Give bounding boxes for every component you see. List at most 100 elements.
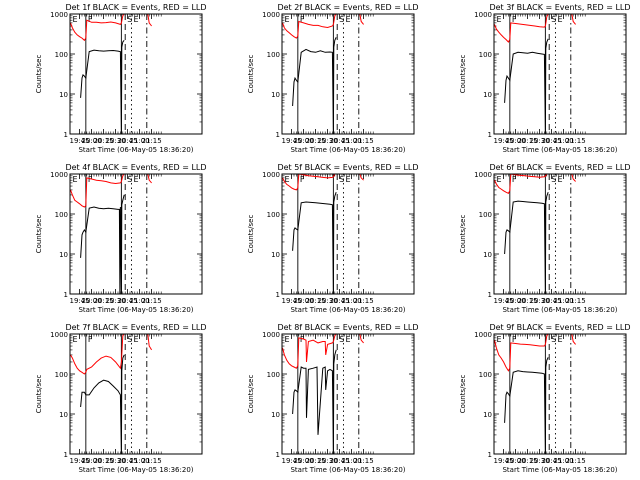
event-marker-label: S [339, 335, 344, 344]
x-tick-label: 20:15 [518, 137, 538, 145]
x-tick-label: 21:00 [554, 457, 574, 465]
chart-panel-3: Det 3f BLACK = Events, RED = LLD Counts/s… [459, 3, 631, 154]
event-marker-label: F [300, 335, 305, 344]
y-tick-label: 100 [479, 211, 492, 219]
x-tick-label: 21:15 [354, 297, 374, 305]
x-axis-label: Start Time (06-May-05 18:36:20) [78, 146, 193, 154]
x-tick-label: 20:15 [94, 457, 114, 465]
y-tick-label: 10 [483, 251, 492, 259]
x-tick-label: 21:00 [554, 297, 574, 305]
y-tick-label: 1000 [474, 331, 492, 339]
series-events [80, 354, 125, 454]
y-tick-label: 1000 [262, 331, 280, 339]
x-tick-label: 20:00 [82, 457, 102, 465]
chart-title: Det 4f BLACK = Events, RED = LLD [65, 163, 206, 172]
series-events [80, 194, 125, 294]
event-marker-label: S [127, 175, 132, 184]
y-tick-label: 1000 [262, 171, 280, 179]
x-tick-label: 21:00 [130, 137, 150, 145]
series-lld [282, 174, 364, 191]
x-tick-label: 20:30 [530, 297, 550, 305]
x-tick-label: 20:45 [330, 297, 350, 305]
x-axis-label: Start Time (06-May-05 18:36:20) [502, 146, 617, 154]
x-tick-label: 20:15 [94, 137, 114, 145]
y-tick-label: 100 [55, 211, 68, 219]
y-axis-label: Counts/sec [35, 215, 43, 254]
event-marker-label: E [133, 175, 138, 184]
x-tick-label: 20:30 [106, 137, 126, 145]
event-marker-label: E [72, 15, 77, 24]
x-tick-label: 20:30 [318, 137, 338, 145]
chart-panel-1: Det 1f BLACK = Events, RED = LLD Counts/s… [35, 3, 207, 154]
event-marker-label: E [72, 335, 77, 344]
x-tick-label: 20:30 [318, 297, 338, 305]
x-tick-label: 20:00 [294, 137, 314, 145]
event-marker-label: E [284, 15, 289, 24]
event-marker-label: E [496, 175, 501, 184]
event-marker-label: S [339, 15, 344, 24]
x-tick-label: 21:00 [130, 297, 150, 305]
y-axis-label: Counts/sec [35, 55, 43, 94]
y-tick-label: 10 [271, 251, 280, 259]
x-tick-label: 20:00 [82, 137, 102, 145]
event-marker-label: E [557, 15, 562, 24]
y-tick-label: 100 [55, 51, 68, 59]
x-tick-label: 21:15 [142, 297, 162, 305]
x-tick-label: 19:45 [70, 457, 90, 465]
plot-frame [493, 173, 627, 295]
event-marker-label: E [345, 15, 350, 24]
x-tick-label: 19:45 [282, 137, 302, 145]
x-tick-label: 19:45 [282, 457, 302, 465]
series-events [292, 192, 337, 294]
x-tick-label: 21:15 [566, 137, 586, 145]
x-tick-label: 21:00 [130, 457, 150, 465]
chart-title: Det 6f BLACK = Events, RED = LLD [489, 163, 630, 172]
event-marker-label: E [345, 175, 350, 184]
chart-panel-8: Det 8f BLACK = Events, RED = LLD Counts/s… [247, 323, 419, 474]
x-tick-label: 20:45 [542, 137, 562, 145]
x-tick-label: 20:15 [94, 297, 114, 305]
event-marker-label: E [284, 175, 289, 184]
event-marker-label: E [557, 335, 562, 344]
chart-title: Det 8f BLACK = Events, RED = LLD [277, 323, 418, 332]
y-axis-label: Counts/sec [459, 55, 467, 94]
chart-panel-5: Det 5f BLACK = Events, RED = LLD Counts/s… [247, 163, 419, 314]
plot-frame [69, 173, 203, 295]
y-tick-label: 1000 [474, 11, 492, 19]
event-marker-label: F [300, 15, 305, 24]
x-tick-label: 20:00 [506, 137, 526, 145]
x-tick-label: 20:45 [118, 457, 138, 465]
chart-panel-2: Det 2f BLACK = Events, RED = LLD Counts/s… [247, 3, 419, 154]
y-tick-label: 100 [267, 371, 280, 379]
x-tick-label: 21:15 [354, 137, 374, 145]
y-tick-label: 1 [276, 291, 280, 299]
x-tick-label: 21:00 [342, 457, 362, 465]
x-axis-label: Start Time (06-May-05 18:36:20) [502, 466, 617, 474]
event-marker-label: E [133, 15, 138, 24]
series-lld [70, 174, 152, 208]
event-marker-label: F [512, 15, 517, 24]
x-tick-label: 20:00 [82, 297, 102, 305]
plot-frame [493, 333, 627, 455]
series-events [504, 192, 549, 294]
y-tick-label: 10 [59, 91, 68, 99]
chart-title: Det 9f BLACK = Events, RED = LLD [489, 323, 630, 332]
x-tick-label: 20:00 [506, 297, 526, 305]
x-tick-label: 20:45 [542, 457, 562, 465]
x-tick-label: 20:15 [306, 457, 326, 465]
y-axis-label: Counts/sec [247, 55, 255, 94]
x-tick-label: 21:00 [342, 297, 362, 305]
x-tick-label: 19:45 [494, 297, 514, 305]
chart-panel-9: Det 9f BLACK = Events, RED = LLD Counts/s… [459, 323, 631, 474]
event-marker-label: E [496, 335, 501, 344]
y-tick-label: 1 [64, 131, 68, 139]
y-axis-label: Counts/sec [247, 375, 255, 414]
y-axis-label: Counts/sec [247, 215, 255, 254]
event-marker-label: S [127, 335, 132, 344]
chart-title: Det 2f BLACK = Events, RED = LLD [277, 3, 418, 12]
event-marker-label: E [284, 335, 289, 344]
event-marker-label: S [339, 175, 344, 184]
x-tick-label: 20:00 [294, 297, 314, 305]
series-lld [282, 14, 364, 39]
x-tick-label: 20:00 [294, 457, 314, 465]
